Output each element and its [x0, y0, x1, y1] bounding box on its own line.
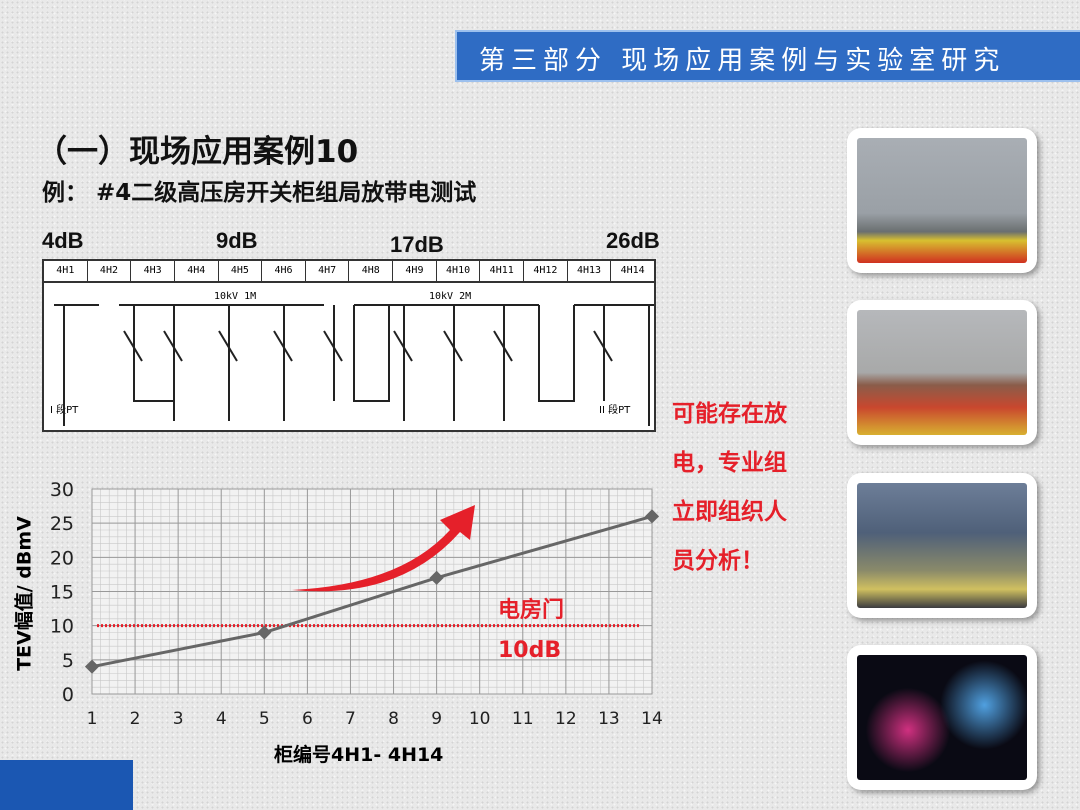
data-point — [84, 659, 100, 674]
page-subtitle: 例： #4二级高压房开关柜组局放带电测试 — [42, 180, 477, 206]
conclusion-text: 可能存在放 电，专业组 立即组织人 员分析！ — [672, 401, 787, 574]
bus-label: 10kV 1M — [214, 291, 257, 302]
site-photo — [847, 645, 1037, 790]
switchgear-diagram: 4H1 4H2 4H3 4H4 4H5 4H6 4H7 4H8 4H9 4H10 4H11 4H12 4… — [42, 259, 656, 432]
y-axis-label: TEV幅值/ dBmV — [13, 516, 36, 671]
annotation-door: 电房门 — [498, 598, 565, 623]
cabinet-cell: 4H13 — [568, 261, 612, 281]
y-tick-label: 0 — [62, 684, 74, 706]
trend-arrow — [292, 505, 475, 592]
y-tick-label: 25 — [50, 513, 74, 535]
cabinet-cell: 4H9 — [393, 261, 437, 281]
x-tick-label: 10 — [469, 709, 491, 729]
footer-block — [0, 760, 133, 810]
db-label: 9dB — [216, 228, 258, 253]
cabinet-cell: 4H2 — [88, 261, 132, 281]
annotation-10db: 10dB — [498, 638, 562, 663]
y-tick-label: 30 — [50, 479, 74, 501]
y-tick-label: 10 — [50, 616, 74, 638]
cabinet-cell: 4H1 — [44, 261, 88, 281]
cabinet-cell: 4H8 — [349, 261, 394, 281]
db-label: 4dB — [42, 228, 84, 253]
db-label: 26dB — [606, 228, 660, 253]
cabinet-cell: 4H7 — [306, 261, 350, 281]
bus-label: 10kV 2M — [429, 291, 472, 302]
single-line-drawing — [54, 304, 654, 426]
cabinet-cell: 4H12 — [524, 261, 568, 281]
pt-label: II 段PT — [599, 405, 631, 416]
x-tick-label: 4 — [216, 709, 227, 729]
cabinet-cell: 4H11 — [480, 261, 525, 281]
x-tick-label: 14 — [641, 709, 663, 729]
data-point — [429, 570, 444, 585]
site-photo — [847, 300, 1037, 445]
x-tick-label: 9 — [431, 709, 442, 729]
site-photo — [847, 128, 1037, 273]
y-tick-label: 15 — [50, 582, 74, 604]
x-tick-label: 7 — [345, 709, 356, 729]
x-tick-label: 12 — [555, 709, 577, 729]
y-tick-label: 20 — [50, 547, 74, 569]
x-tick-label: 5 — [259, 709, 270, 729]
cabinet-cell: 4H3 — [131, 261, 175, 281]
cabinet-cell: 4H6 — [262, 261, 306, 281]
page-title: （一）现场应用案例10 — [36, 134, 359, 170]
section-banner: 第三部分 现场应用案例与实验室研究 — [455, 30, 1080, 82]
x-tick-label: 3 — [173, 709, 184, 729]
series-line — [91, 514, 653, 669]
x-tick-label: 11 — [512, 709, 534, 729]
x-tick-label: 2 — [130, 709, 141, 729]
db-label: 17dB — [390, 232, 444, 257]
cabinet-cell: 4H5 — [219, 261, 263, 281]
y-tick-label: 5 — [62, 650, 74, 672]
x-tick-label: 1 — [87, 709, 98, 729]
site-photo — [847, 473, 1037, 618]
data-point — [644, 509, 660, 524]
x-tick-label: 13 — [598, 709, 620, 729]
cabinet-cell: 4H10 — [437, 261, 481, 281]
cabinet-cell: 4H4 — [175, 261, 219, 281]
data-point — [257, 625, 272, 640]
cabinet-cell: 4H14 — [620, 265, 645, 276]
x-axis-label: 柜编号4H1- 4H14 — [274, 744, 444, 766]
x-tick-label: 8 — [388, 709, 399, 729]
x-tick-label: 6 — [302, 709, 313, 729]
